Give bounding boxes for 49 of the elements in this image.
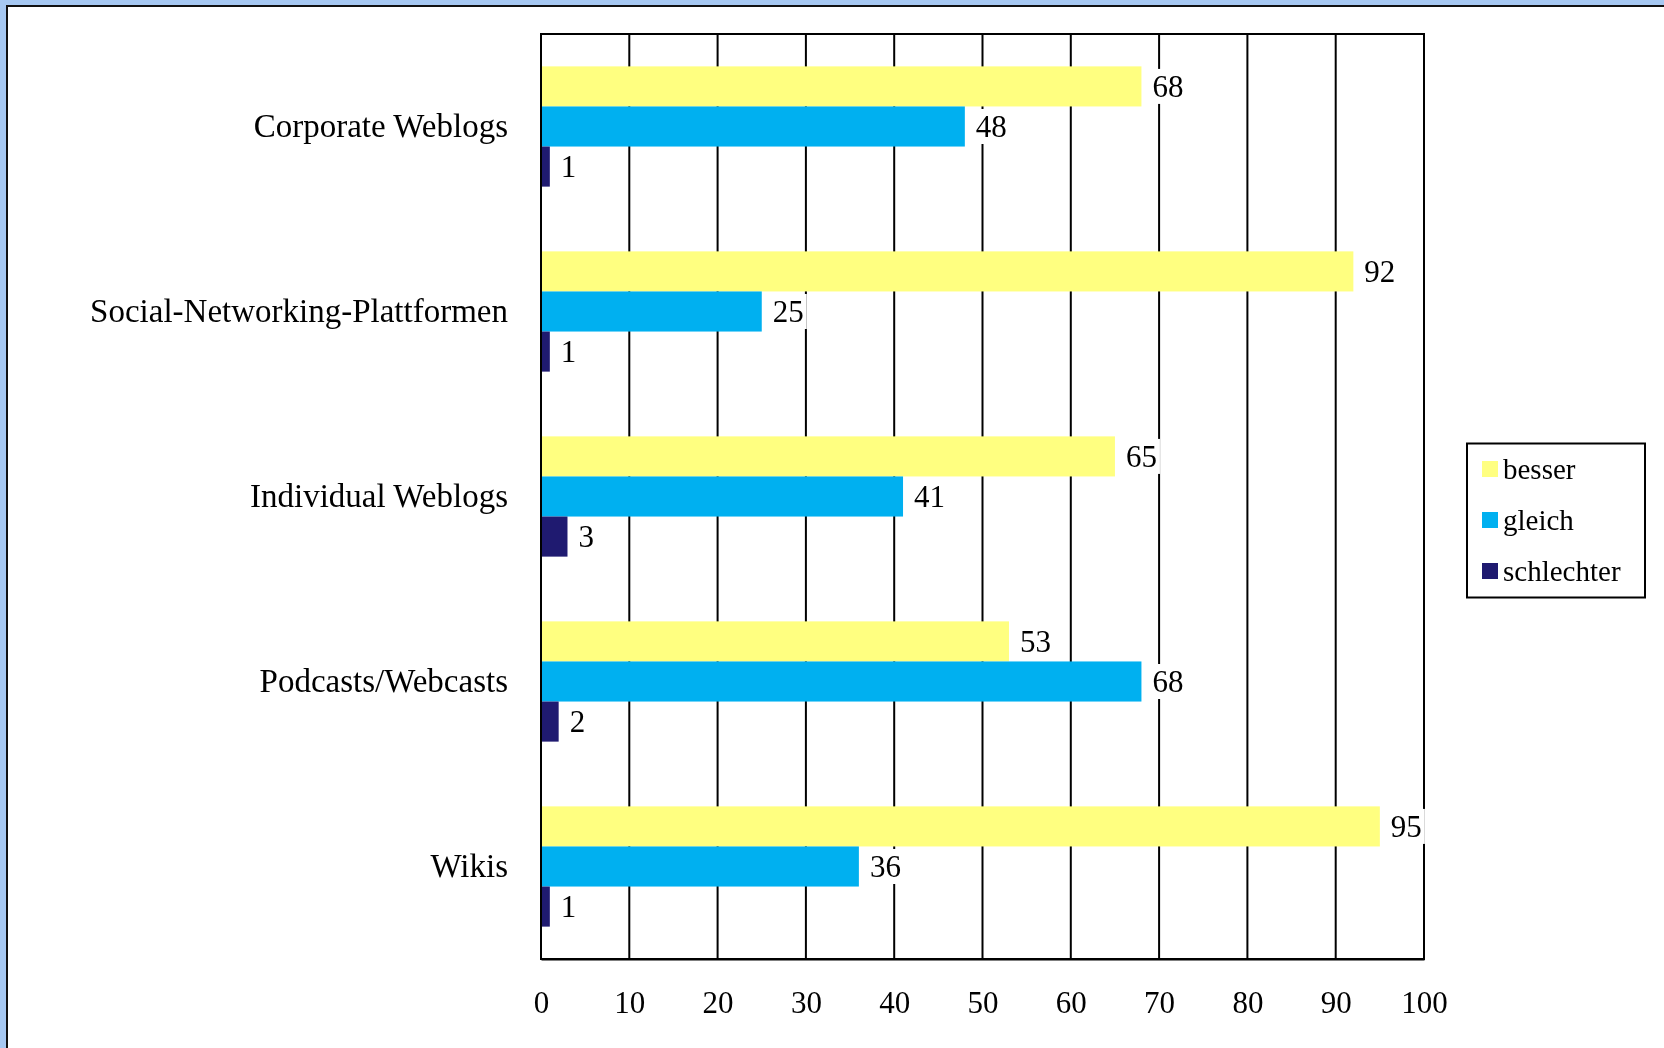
- x-tick-label: 90: [1320, 985, 1352, 1021]
- legend-label: besser: [1503, 453, 1576, 485]
- data-label: 53: [1019, 623, 1051, 659]
- bar: [541, 661, 1142, 702]
- bar: [541, 621, 1009, 662]
- x-tick-label: 0: [533, 985, 550, 1021]
- bar: [541, 66, 1142, 107]
- bar: [541, 701, 559, 742]
- bar: [541, 516, 568, 557]
- bar: [541, 476, 904, 517]
- data-label: 36: [869, 849, 901, 884]
- y-tick-label: Podcasts/Webcasts: [259, 663, 508, 700]
- x-tick-label: 50: [967, 985, 999, 1021]
- bar: [541, 806, 1380, 847]
- data-label: 92: [1364, 253, 1396, 289]
- data-label: 3: [578, 519, 594, 555]
- y-tick-label: Corporate Weblogs: [253, 108, 508, 145]
- bar: [541, 106, 965, 147]
- bar: [541, 331, 550, 372]
- x-tick-label: 80: [1232, 985, 1264, 1021]
- data-label: 1: [560, 149, 577, 185]
- legend-label: schlechter: [1503, 555, 1621, 587]
- x-tick-label: 40: [879, 985, 911, 1021]
- data-label: 68: [1152, 68, 1184, 104]
- data-label: 1: [560, 889, 577, 925]
- data-label: 68: [1152, 664, 1184, 699]
- x-tick-label: 10: [614, 985, 646, 1021]
- bar: [541, 886, 550, 927]
- data-label: 41: [914, 479, 946, 514]
- x-tick-label: 100: [1401, 985, 1448, 1021]
- data-label: 65: [1125, 438, 1157, 474]
- x-tick-label: 20: [702, 985, 734, 1021]
- x-tick-label: 70: [1144, 985, 1176, 1021]
- x-tick-label: 30: [790, 985, 822, 1021]
- bar: [541, 436, 1115, 477]
- data-label: 48: [975, 109, 1007, 144]
- bar: [541, 251, 1354, 292]
- legend-label: gleich: [1503, 504, 1575, 536]
- bar: [541, 146, 550, 187]
- bar: [541, 846, 859, 887]
- y-tick-label: Social-Networking-Plattformen: [90, 293, 508, 330]
- data-label: 1: [560, 334, 577, 370]
- data-label: 95: [1390, 808, 1422, 844]
- x-tick-label: 60: [1055, 985, 1087, 1021]
- y-tick-label: Wikis: [430, 848, 508, 885]
- bar: [541, 291, 762, 332]
- data-label: 25: [772, 294, 804, 329]
- data-label: 2: [569, 704, 586, 740]
- y-tick-label: Individual Weblogs: [250, 478, 508, 515]
